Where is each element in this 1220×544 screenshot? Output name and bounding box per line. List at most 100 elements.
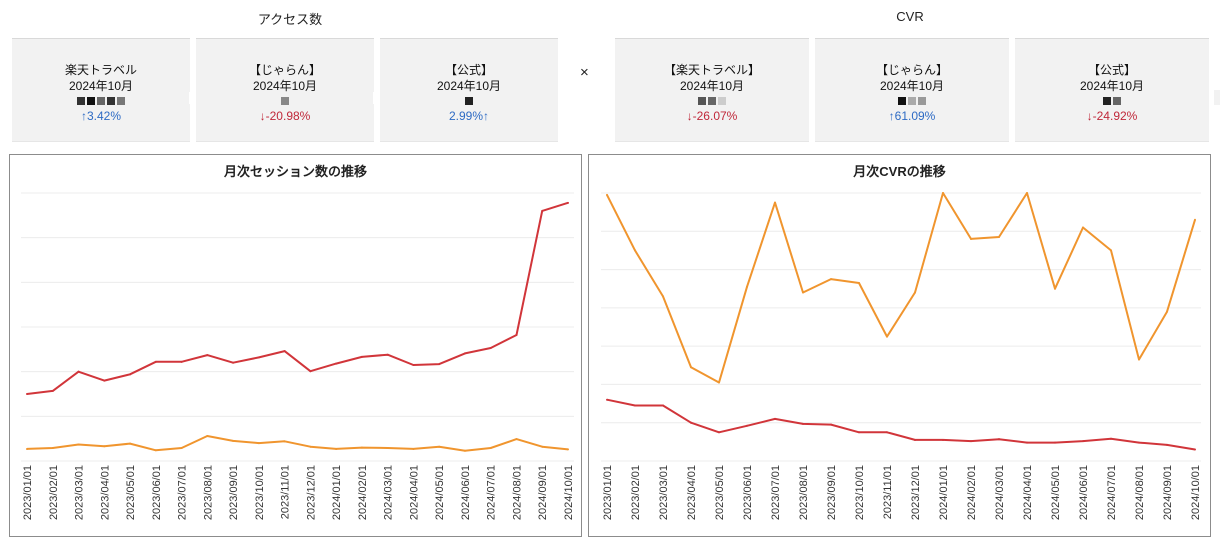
data-point [386,447,389,450]
data-point [180,360,183,363]
masked-block [708,97,716,105]
card-change: ↓-26.07% [686,109,738,123]
x-tick-label: 2023/06/01 [151,465,163,520]
masked-block [698,97,706,105]
data-point [26,393,28,395]
card-change: 2.99%↑ [448,109,490,123]
data-point [412,363,415,366]
x-tick-label: 2023/03/01 [74,465,86,520]
data-point [1138,358,1140,361]
x-tick-label: 2024/03/01 [383,465,395,520]
data-point [180,447,183,450]
masked-block [918,97,926,105]
data-point [77,370,80,373]
x-tick-label: 2023/09/01 [826,465,838,520]
masked-block [1113,97,1121,105]
card-name: 楽天トラベル [64,63,137,77]
kpi-card-official-cvr: 【公式】 2024年10月 ↓-24.92% [1015,38,1209,142]
card-name: 【じゃらん】 [248,63,321,77]
data-point [283,440,286,443]
data-point [718,431,720,434]
data-point [360,446,363,449]
masked-block [77,97,85,105]
cvr-section-title: CVR [896,9,924,24]
cvr-chart-svg: 2023/01/01 2023/02/01 2023/03/01 2023/04/01… [601,192,1202,520]
x-tick-label: 2023/01/01 [22,465,34,520]
card-edge-fragment [1214,90,1220,105]
x-tick-label: 2023/10/01 [254,465,266,520]
masked-value [815,97,1009,106]
data-point [1166,310,1168,313]
kpi-card-rakuten-access: 楽天トラベル 2024年10月 ↑3.42% [12,38,190,142]
x-tick-label: 2023/02/01 [48,465,60,520]
data-point [257,356,260,359]
x-tick-label: 2023/07/01 [770,465,782,520]
multiply-sign: × [580,64,589,81]
series-line-1 [606,398,1196,451]
data-point [51,389,54,392]
x-tick-label: 2023/08/01 [798,465,810,520]
card-period: 2024年10月 [436,79,502,93]
data-point [51,447,54,450]
data-point [335,362,338,365]
x-tick-label: 2024/10/01 [1190,465,1202,520]
x-tick-label: 2023/03/01 [658,465,670,520]
data-point [942,438,944,441]
card-period: 2024年10月 [252,79,318,93]
data-point [1194,218,1196,221]
cvr-chart: 月次CVRの推移 2023/01/01 2023/02/01 2023/03/01 2… [588,154,1211,537]
masked-block [718,97,726,105]
series-line-1 [26,435,569,452]
data-point [690,421,692,424]
masked-value [196,97,374,106]
data-point [718,381,720,384]
data-point [1194,448,1196,451]
data-point [970,237,972,240]
kpi-card-official-access: 【公式】 2024年10月 2.99%↑ [380,38,558,142]
x-tick-label: 2024/06/01 [460,465,472,520]
data-point [1082,440,1084,443]
card-period: 2024年10月 [679,79,745,93]
data-point [1026,192,1028,194]
chart-title: 月次CVRの推移 [853,164,946,179]
x-tick-label: 2023/12/01 [305,465,317,520]
data-point [1138,441,1140,444]
x-tick-label: 2023/06/01 [742,465,754,520]
data-point [830,278,832,281]
data-point [541,209,544,212]
data-point [360,355,363,358]
card-change: ↓-24.92% [1086,109,1138,123]
data-point [335,447,338,450]
data-point [802,291,804,294]
data-point [515,334,518,337]
x-tick-label: 2023/04/01 [686,465,698,520]
x-tick-label: 2024/09/01 [1162,465,1174,520]
data-point [412,447,415,450]
data-point [463,449,466,452]
data-point [662,404,664,407]
data-point [606,193,608,196]
masked-block [465,97,473,105]
data-point [634,249,636,252]
data-point [515,438,518,441]
data-point [886,335,888,338]
x-tick-label: 2024/07/01 [1106,465,1118,520]
x-tick-label: 2024/09/01 [537,465,549,520]
x-tick-label: 2024/08/01 [1134,465,1146,520]
x-tick-label: 2023/07/01 [177,465,189,520]
card-change: ↑3.42% [80,109,122,123]
card-period: 2024年10月 [879,79,945,93]
card-edge-notch [373,92,379,104]
x-tick-label: 2023/10/01 [854,465,866,520]
data-point [998,438,1000,441]
masked-value [380,97,558,106]
x-tick-label: 2023/01/01 [602,465,614,520]
data-point [567,201,569,204]
x-tick-label: 2024/01/01 [938,465,950,520]
card-name: 【公式】 [1087,63,1136,77]
data-point [970,440,972,443]
data-point [438,363,441,366]
data-point [662,295,664,298]
card-period: 2024年10月 [68,79,134,93]
x-tick-label: 2024/06/01 [1078,465,1090,520]
